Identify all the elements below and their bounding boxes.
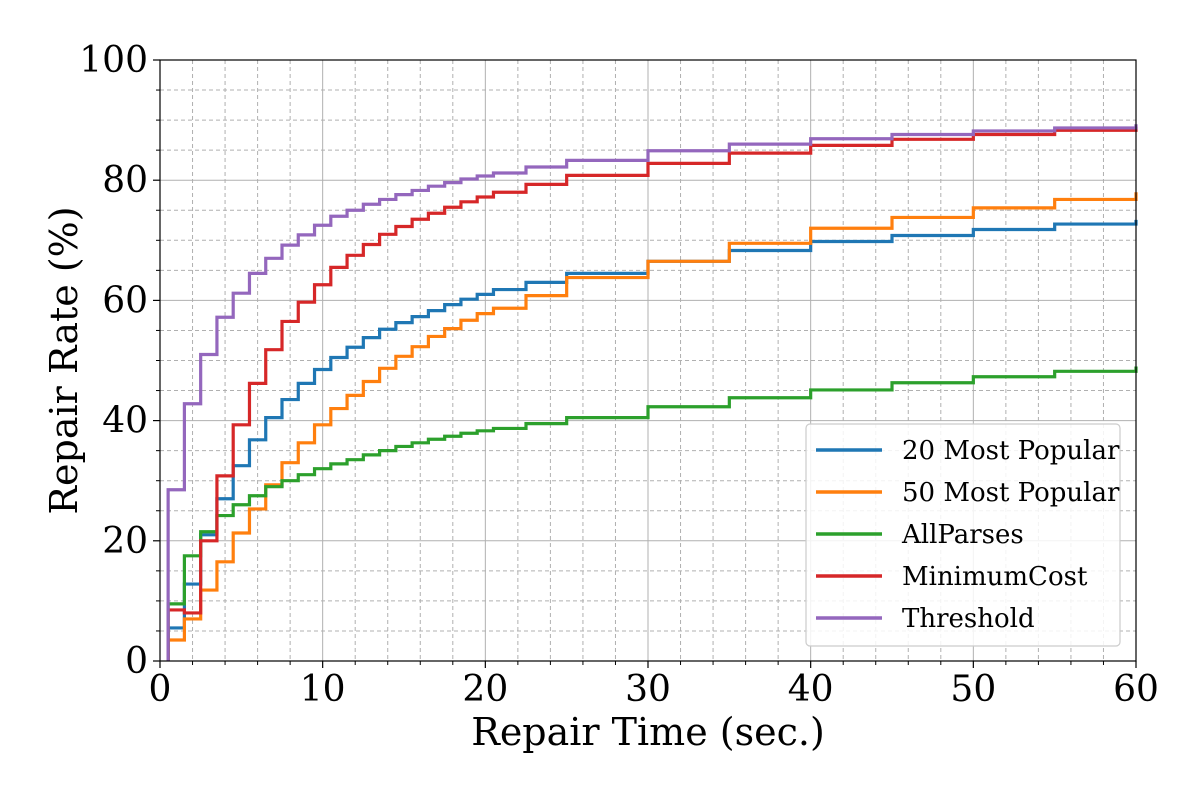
x-tick-label: 0 [149,669,172,710]
y-axis-title: Repair Rate (%) [42,206,86,514]
y-tick-label: 80 [102,160,148,201]
legend-label-3: AllParses [901,520,1024,550]
series-line-1 [166,219,1138,661]
axis-ticks: 0 10 20 30 40 50 60 0 20 40 60 80 100 [79,40,1159,710]
x-tick-label: 60 [1113,669,1159,710]
legend-label-2: 50 Most Popular [902,478,1120,508]
series-line-2 [166,192,1138,661]
x-tick-label: 20 [462,669,508,710]
legend-label-4: MinimumCost [902,562,1088,592]
legend-box [805,423,1121,647]
x-tick-label: 30 [625,669,671,710]
y-tick-label: 100 [79,40,148,81]
x-tick-label: 10 [300,669,346,710]
legend-label-1: 20 Most Popular [902,436,1120,466]
x-tick-label: 50 [950,669,996,710]
legend-label-5: Threshold [902,604,1035,634]
y-tick-label: 60 [102,280,148,321]
y-tick-label: 40 [102,401,148,442]
series-line-5 [166,124,1138,661]
series-group [166,124,1138,661]
series-line-4 [166,126,1138,661]
y-tick-label: 0 [125,641,148,682]
legend: 20 Most Popular 50 Most Popular AllParses M… [805,423,1121,647]
y-tick-label: 20 [102,521,148,562]
x-axis-title: Repair Time (sec.) [471,710,825,754]
series-line-3 [166,366,1138,661]
x-tick-label: 40 [788,669,834,710]
